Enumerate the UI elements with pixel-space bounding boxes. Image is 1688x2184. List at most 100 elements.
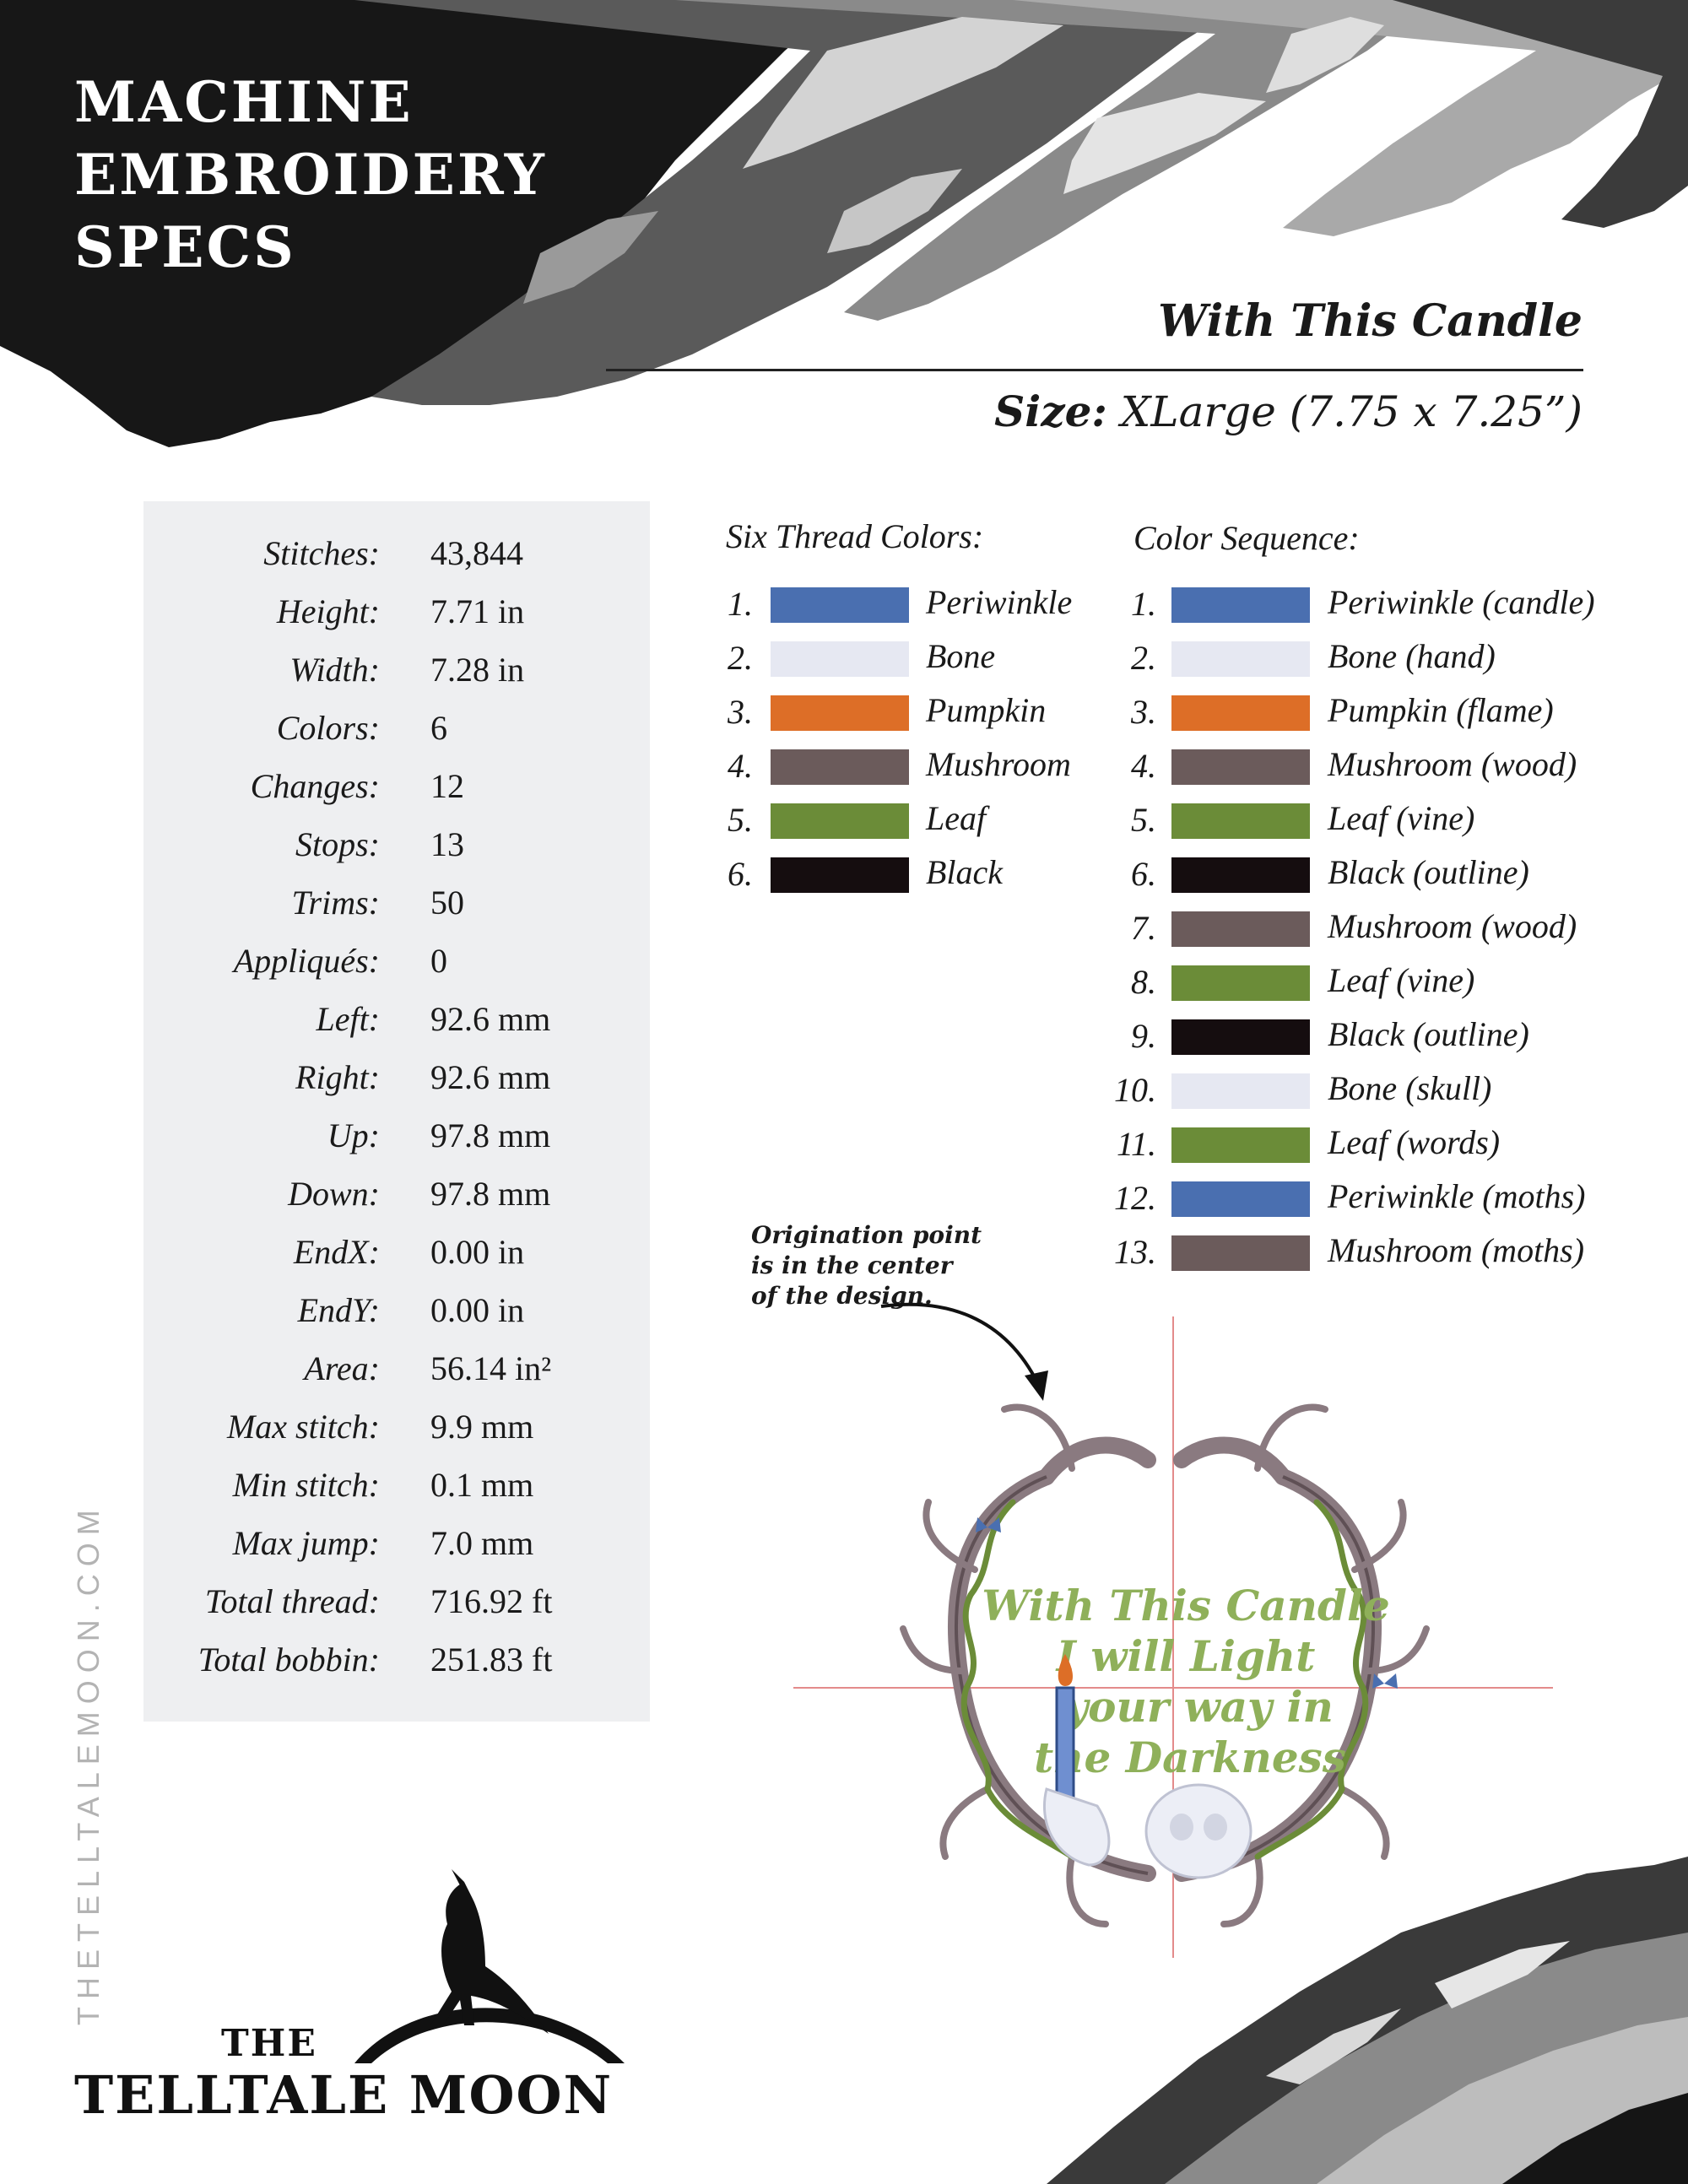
design-size-label: Size: — [994, 387, 1107, 436]
color-swatch — [1171, 1235, 1310, 1271]
color-name: Periwinkle (candle) — [1328, 583, 1595, 621]
color-number: 7. — [1131, 909, 1156, 947]
color-swatch — [1171, 641, 1310, 677]
spec-value: 50 — [430, 884, 464, 922]
preview-text-line-1: With This Candle — [982, 1581, 1390, 1630]
color-swatch — [1171, 695, 1310, 731]
color-sequence-title: Color Sequence: — [1133, 519, 1360, 557]
spec-label: Colors: — [276, 709, 380, 747]
color-name: Black (outline) — [1328, 1015, 1529, 1053]
spec-label: Total thread: — [204, 1582, 380, 1620]
color-swatch — [1171, 1181, 1310, 1217]
color-name: Mushroom (wood) — [1328, 907, 1577, 945]
color-name: Periwinkle — [926, 583, 1073, 621]
spec-label: Stops: — [295, 825, 380, 863]
spec-row: Colors: 6 — [143, 708, 650, 766]
spec-row: Max jump: 7.0 mm — [143, 1523, 650, 1581]
spec-label: Down: — [288, 1175, 380, 1213]
spec-row: EndX: 0.00 in — [143, 1232, 650, 1290]
color-swatch — [771, 749, 909, 785]
spec-label: Right: — [295, 1058, 380, 1096]
spec-label: EndX: — [293, 1233, 380, 1271]
color-name: Bone (skull) — [1328, 1069, 1492, 1107]
color-number: 10. — [1114, 1071, 1156, 1109]
spec-row: Total thread: 716.92 ft — [143, 1581, 650, 1640]
spec-row: Height: 7.71 in — [143, 592, 650, 650]
design-name: With This Candle — [1158, 295, 1582, 347]
color-swatch — [771, 695, 909, 731]
color-number: 3. — [728, 693, 753, 731]
color-swatch — [771, 587, 909, 623]
spec-label: Left: — [316, 1000, 380, 1038]
color-number: 5. — [728, 801, 753, 839]
thread-colors-title: Six Thread Colors: — [726, 517, 984, 555]
color-name: Leaf (words) — [1328, 1123, 1501, 1161]
spec-row: Down: 97.8 mm — [143, 1174, 650, 1232]
color-swatch — [771, 857, 909, 893]
origination-arrow-icon — [880, 1302, 1048, 1401]
spec-label: Total bobbin: — [197, 1641, 380, 1679]
spec-value: 43,844 — [430, 534, 523, 572]
color-name: Pumpkin — [926, 691, 1047, 729]
spec-row: Stops: 13 — [143, 824, 650, 883]
color-swatch — [771, 803, 909, 839]
color-number: 9. — [1131, 1017, 1156, 1055]
design-size-value: XLarge (7.75 x 7.25”) — [1120, 387, 1582, 436]
color-number: 1. — [728, 585, 753, 623]
spec-label: Width: — [289, 651, 380, 689]
color-name: Black (outline) — [1328, 853, 1529, 891]
spec-label: EndY: — [297, 1291, 380, 1329]
color-number: 11. — [1116, 1125, 1156, 1163]
preview-text-line-2: I will Light — [1055, 1631, 1316, 1681]
color-number: 3. — [1131, 693, 1156, 731]
spec-value: 251.83 ft — [430, 1641, 553, 1679]
spec-value: 13 — [430, 825, 464, 863]
header-brush-art — [0, 0, 1688, 447]
spec-row: Area: 56.14 in² — [143, 1349, 650, 1407]
color-name: Mushroom (moths) — [1328, 1231, 1585, 1269]
spec-value: 7.71 in — [430, 592, 525, 630]
color-name: Bone — [926, 637, 996, 675]
color-name: Leaf (vine) — [1328, 799, 1475, 837]
spec-value: 0.00 in — [430, 1233, 525, 1271]
spec-row: Changes: 12 — [143, 766, 650, 824]
color-swatch — [1171, 587, 1310, 623]
header-rule — [606, 369, 1583, 371]
color-name: Bone (hand) — [1328, 637, 1496, 675]
color-swatch — [771, 641, 909, 677]
spec-value: 12 — [430, 767, 464, 805]
spec-value: 6 — [430, 709, 447, 747]
color-swatch — [1171, 1019, 1310, 1055]
color-number: 13. — [1114, 1233, 1156, 1271]
color-number: 1. — [1131, 585, 1156, 623]
preview-text-line-3: your way in — [1063, 1682, 1334, 1732]
color-name: Pumpkin (flame) — [1328, 691, 1554, 729]
color-name: Periwinkle (moths) — [1328, 1177, 1586, 1215]
spec-label: Changes: — [250, 767, 380, 805]
color-number: 2. — [1131, 639, 1156, 677]
logo-the: THE — [221, 2022, 317, 2065]
spec-value: 9.9 mm — [430, 1408, 534, 1446]
color-name: Leaf — [926, 799, 987, 837]
color-number: 12. — [1114, 1179, 1156, 1217]
spec-value: 716.92 ft — [430, 1582, 553, 1620]
origination-note-line-2: is in the center — [751, 1251, 953, 1279]
title-line-2: EMBROIDERY — [74, 142, 547, 208]
preview-text-line-4: the Darkness — [1034, 1733, 1346, 1782]
spec-row: Up: 97.8 mm — [143, 1116, 650, 1174]
spec-value: 0.1 mm — [430, 1466, 534, 1504]
spec-row: Total bobbin: 251.83 ft — [143, 1640, 650, 1698]
color-number: 6. — [728, 855, 753, 893]
raven-moon-logo-icon — [354, 1869, 625, 2063]
spec-value: 0 — [430, 942, 447, 980]
spec-label: Height: — [276, 592, 380, 630]
color-name: Mushroom (wood) — [1328, 745, 1577, 783]
spec-label: Max stitch: — [226, 1408, 380, 1446]
color-swatch — [1171, 1073, 1310, 1109]
color-number: 4. — [728, 747, 753, 785]
spec-label: Min stitch: — [232, 1466, 380, 1504]
logo-name: TELLTALE MOON — [74, 2064, 614, 2126]
spec-value: 7.0 mm — [430, 1524, 534, 1562]
spec-label: Trims: — [291, 884, 381, 922]
color-swatch — [1171, 749, 1310, 785]
